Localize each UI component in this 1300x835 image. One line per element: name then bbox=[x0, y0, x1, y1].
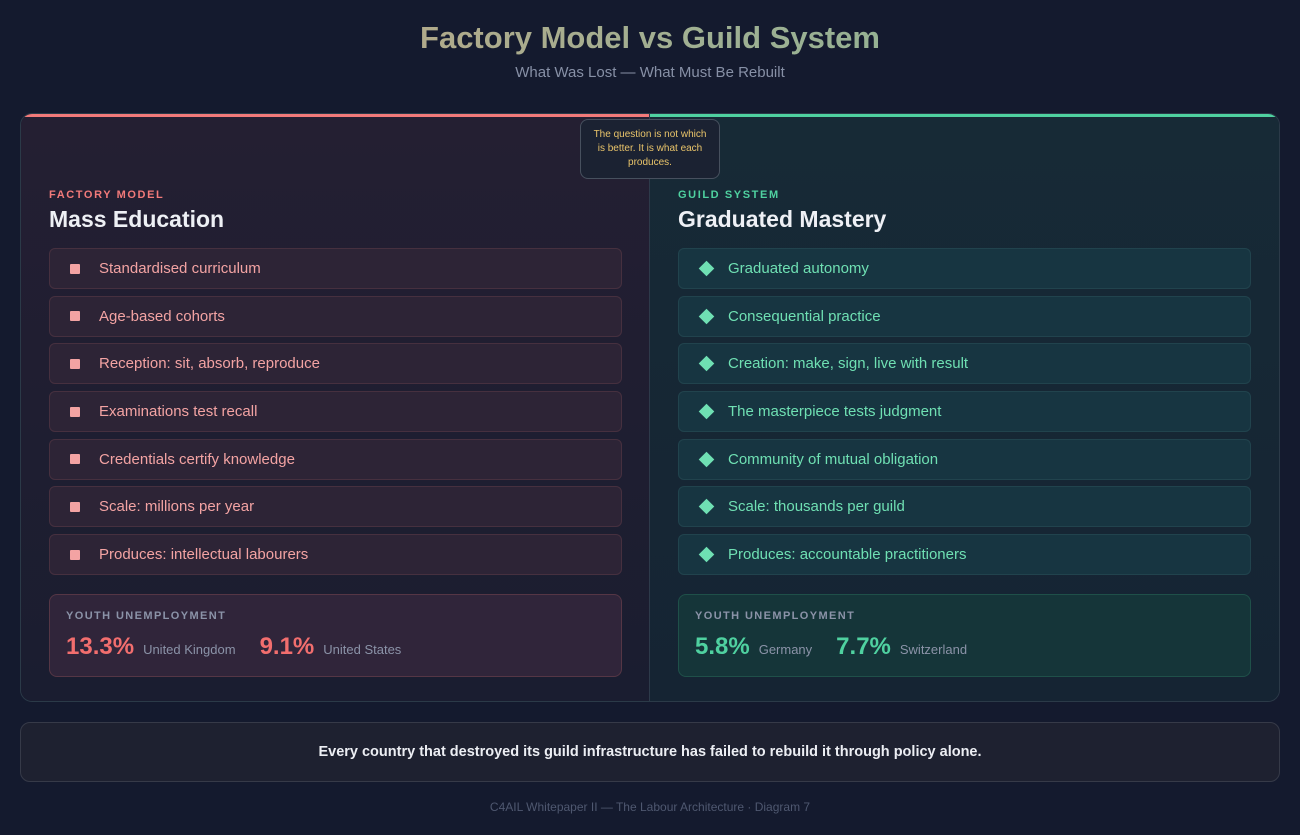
guild-item-label: Community of mutual obligation bbox=[728, 450, 939, 468]
factory-item: Scale: millions per year bbox=[49, 486, 622, 528]
factory-item-label: Reception: sit, absorb, reproduce bbox=[99, 355, 320, 373]
guild-heading: Graduated Mastery bbox=[678, 206, 887, 232]
guild-item: Consequential practice bbox=[678, 295, 1251, 337]
guild-item: The masterpiece tests judgment bbox=[678, 391, 1251, 433]
page-subtitle: What Was Lost — What Must Be Rebuilt bbox=[515, 64, 785, 81]
conclusion-box: Every country that destroyed its guild i… bbox=[20, 722, 1280, 782]
guild-stat: 7.7% Switzerland bbox=[836, 633, 967, 661]
factory-item: Produces: intellectual labourers bbox=[49, 534, 622, 576]
stat-country: United States bbox=[323, 642, 402, 657]
diamond-icon bbox=[698, 308, 715, 324]
square-icon bbox=[70, 501, 80, 512]
diamond-icon bbox=[698, 356, 715, 372]
guild-stats-label: YOUTH UNEMPLOYMENT bbox=[695, 610, 856, 622]
factory-item-label: Standardised curriculum bbox=[99, 260, 261, 277]
square-icon bbox=[70, 406, 80, 417]
factory-item-label: Scale: millions per year bbox=[99, 498, 255, 516]
stat-value: 13.3% bbox=[66, 633, 135, 660]
factory-accent-bar bbox=[21, 114, 649, 117]
factory-kicker: FACTORY MODEL bbox=[49, 189, 165, 201]
square-icon bbox=[70, 358, 80, 369]
factory-stats-label: YOUTH UNEMPLOYMENT bbox=[66, 610, 227, 622]
stat-country: Switzerland bbox=[899, 642, 968, 657]
guild-item-label: Consequential practice bbox=[728, 307, 881, 325]
factory-item-label: Credentials certify knowledge bbox=[99, 450, 295, 468]
credit-line: C4AIL Whitepaper II — The Labour Archite… bbox=[489, 800, 811, 814]
comparison-panel: FACTORY MODEL Mass Education Standardise… bbox=[20, 113, 1280, 702]
factory-item: Standardised curriculum bbox=[49, 248, 622, 289]
factory-item-label: Produces: intellectual labourers bbox=[99, 546, 309, 564]
factory-model-panel: FACTORY MODEL Mass Education Standardise… bbox=[21, 114, 650, 701]
page-title: Factory Model vs Guild System bbox=[0, 20, 1300, 56]
factory-item-list: Standardised curriculum Age-based cohort… bbox=[49, 248, 622, 582]
guild-item: Community of mutual obligation bbox=[678, 438, 1251, 480]
diamond-icon bbox=[698, 546, 715, 563]
factory-item: Credentials certify knowledge bbox=[49, 438, 622, 480]
factory-stat: 13.3% United Kingdom bbox=[66, 633, 236, 661]
stat-value: 9.1% bbox=[259, 633, 315, 660]
guild-kicker: GUILD SYSTEM bbox=[678, 189, 780, 201]
stat-value: 5.8% bbox=[695, 633, 750, 660]
square-icon bbox=[70, 311, 80, 322]
guild-item-label: Graduated autonomy bbox=[728, 260, 869, 277]
factory-stats-box: YOUTH UNEMPLOYMENT 13.3% United Kingdom … bbox=[49, 594, 622, 677]
question-callout: The question is not which is better. It … bbox=[580, 119, 720, 179]
guild-stat: 5.8% Germany bbox=[695, 633, 812, 661]
diamond-icon bbox=[698, 260, 715, 277]
factory-item: Examinations test recall bbox=[49, 391, 622, 433]
guild-item: Scale: thousands per guild bbox=[678, 486, 1251, 528]
stat-value: 7.7% bbox=[836, 633, 891, 660]
guild-item: Produces: accountable practitioners bbox=[678, 534, 1251, 576]
guild-item-list: Graduated autonomy Consequential practic… bbox=[678, 248, 1251, 582]
guild-item-label: Creation: make, sign, live with result bbox=[728, 355, 969, 373]
guild-item-label: Scale: thousands per guild bbox=[728, 498, 905, 516]
square-icon bbox=[70, 549, 80, 560]
guild-item: Creation: make, sign, live with result bbox=[678, 343, 1251, 385]
guild-item-label: The masterpiece tests judgment bbox=[728, 403, 942, 421]
factory-item: Reception: sit, absorb, reproduce bbox=[49, 343, 622, 385]
guild-stats-box: YOUTH UNEMPLOYMENT 5.8% Germany 7.7% Swi… bbox=[678, 594, 1251, 677]
factory-item: Age-based cohorts bbox=[49, 295, 622, 337]
factory-heading: Mass Education bbox=[49, 206, 225, 232]
stat-country: United Kingdom bbox=[143, 642, 236, 657]
factory-stat: 9.1% United States bbox=[260, 633, 402, 661]
factory-item-label: Age-based cohorts bbox=[99, 307, 225, 325]
diamond-icon bbox=[698, 403, 715, 420]
stat-country: Germany bbox=[758, 642, 813, 657]
diamond-icon bbox=[698, 499, 715, 515]
square-icon bbox=[70, 263, 80, 274]
square-icon bbox=[70, 454, 80, 465]
guild-accent-bar bbox=[650, 114, 1279, 117]
guild-item-label: Produces: accountable practitioners bbox=[728, 546, 967, 564]
guild-system-panel: GUILD SYSTEM Graduated Mastery Graduated… bbox=[650, 114, 1279, 701]
factory-item-label: Examinations test recall bbox=[99, 403, 258, 421]
guild-item: Graduated autonomy bbox=[678, 248, 1251, 289]
conclusion-text: Every country that destroyed its guild i… bbox=[318, 744, 982, 760]
diamond-icon bbox=[698, 451, 715, 468]
